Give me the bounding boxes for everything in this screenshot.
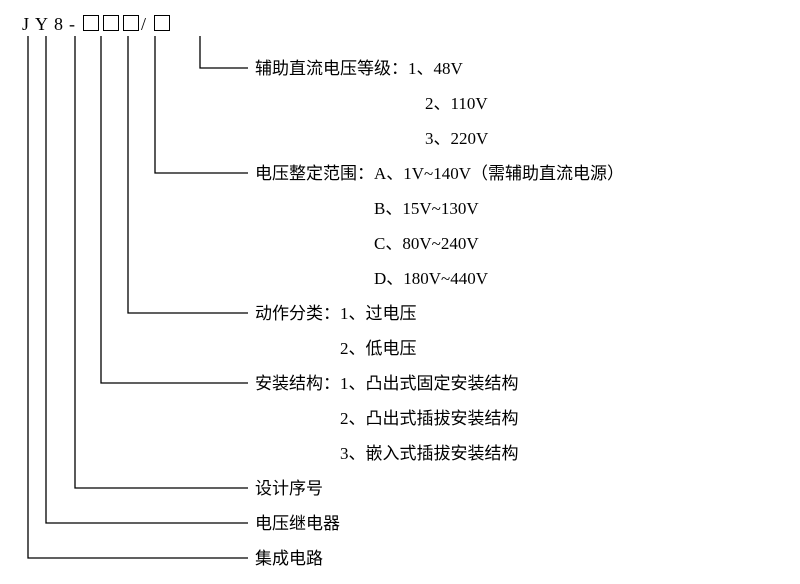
- range-d: D、180V~440V: [374, 270, 488, 287]
- mount-3: 3、嵌入式插拔安装结构: [340, 445, 519, 462]
- range-b: B、15V~130V: [374, 200, 479, 217]
- action-title: 动作分类：1、过电压: [255, 305, 417, 322]
- range-title: 电压整定范围：A、1V~140V（需辅助直流电源）: [255, 165, 624, 182]
- aux-voltage-title: 辅助直流电压等级：1、48V: [255, 60, 463, 77]
- aux-voltage-2: 2、110V: [425, 95, 488, 112]
- aux-voltage-3: 3、220V: [425, 130, 488, 147]
- ic-label: 集成电路: [255, 550, 323, 567]
- action-2: 2、低电压: [340, 340, 417, 357]
- range-c: C、80V~240V: [374, 235, 479, 252]
- voltage-relay-label: 电压继电器: [255, 515, 340, 532]
- design-seq-label: 设计序号: [255, 480, 323, 497]
- bracket-diagram: [0, 0, 800, 584]
- mount-2: 2、凸出式插拔安装结构: [340, 410, 519, 427]
- mount-title: 安装结构：1、凸出式固定安装结构: [255, 375, 519, 392]
